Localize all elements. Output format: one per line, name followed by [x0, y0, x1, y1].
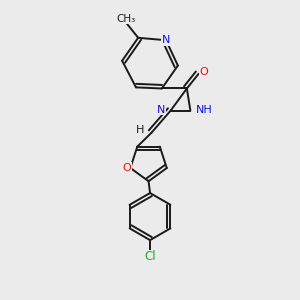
- Text: H: H: [136, 125, 144, 135]
- Text: N: N: [162, 35, 170, 45]
- Text: CH₃: CH₃: [117, 14, 136, 24]
- Text: Cl: Cl: [144, 250, 156, 263]
- Text: N: N: [157, 105, 165, 115]
- Text: NH: NH: [196, 105, 213, 115]
- Text: O: O: [122, 163, 131, 173]
- Text: O: O: [200, 67, 208, 77]
